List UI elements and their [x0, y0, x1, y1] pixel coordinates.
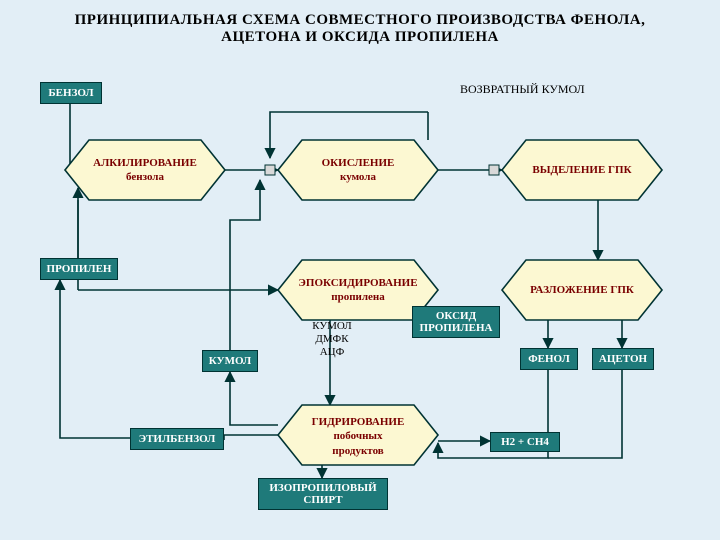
- h2ch4-box: H2 + CH4: [490, 432, 560, 452]
- return-cumene-label: ВОЗВРАТНЫЙ КУМОЛ: [460, 82, 585, 97]
- acetone-box: АЦЕТОН: [592, 348, 654, 370]
- iso-spirit-box: ИЗОПРОПИЛОВЫЙ СПИРТ: [258, 478, 388, 510]
- phenol-box: ФЕНОЛ: [520, 348, 578, 370]
- propylene-box: ПРОПИЛЕН: [40, 258, 118, 280]
- ethylbenzene-box: ЭТИЛБЕНЗОЛ: [130, 428, 224, 450]
- propylene-oxide-box: ОКСИД ПРОПИЛЕНА: [412, 306, 500, 338]
- cumene-box: КУМОЛ: [202, 350, 258, 372]
- cumene-dmfk-label: КУМОЛДМФКАЦФ: [302, 320, 362, 360]
- benzene-box: БЕНЗОЛ: [40, 82, 102, 104]
